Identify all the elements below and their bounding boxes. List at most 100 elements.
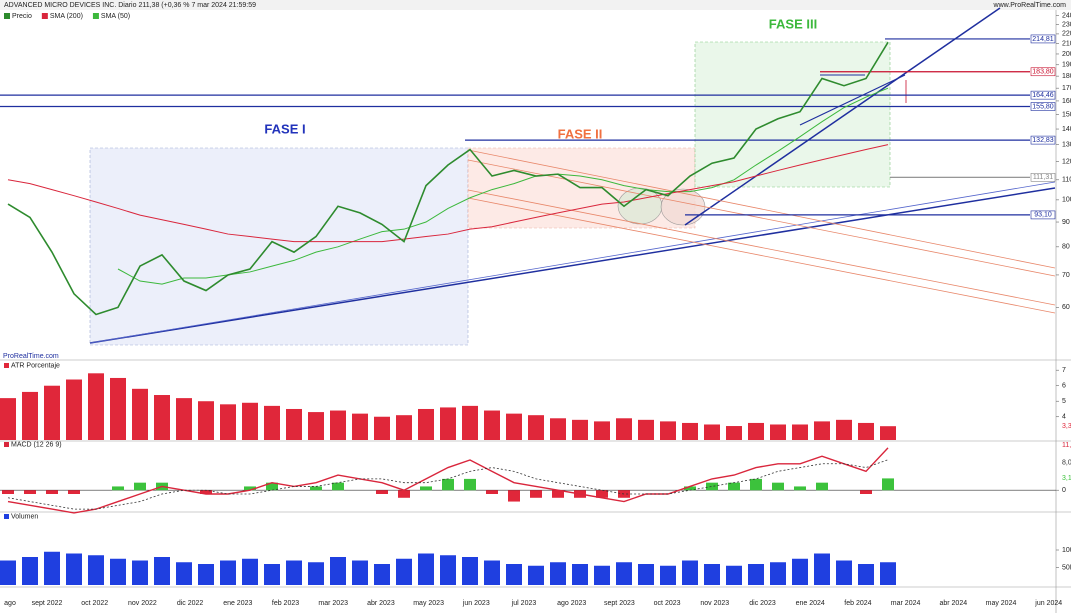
bar — [484, 560, 500, 585]
y-tick-label: 150 — [1062, 111, 1071, 118]
bar — [440, 407, 456, 440]
panel-title: Volumen — [11, 513, 38, 520]
legend-swatch — [92, 13, 99, 19]
y-tick-label: 100M — [1062, 547, 1071, 554]
level-label-box — [1030, 67, 1056, 77]
histogram-bar — [684, 486, 696, 491]
channel-line — [467, 189, 1056, 306]
bar — [550, 418, 566, 440]
y-tick-label: 130 — [1062, 141, 1071, 148]
bar — [418, 553, 434, 585]
bar — [286, 408, 302, 440]
x-tick-label: jun 2024 — [1034, 600, 1062, 607]
bar — [506, 413, 522, 440]
y-tick-label: 100 — [1062, 197, 1071, 204]
bar — [594, 421, 610, 440]
bar — [0, 560, 16, 585]
level-label-box — [1030, 135, 1056, 145]
histogram-bar — [552, 490, 564, 498]
bar — [374, 416, 390, 440]
macd-line — [7, 447, 889, 514]
histogram-bar — [24, 490, 36, 494]
bar — [836, 560, 852, 585]
annotation: FASE III — [769, 16, 817, 31]
macd-line — [7, 459, 889, 510]
bar — [66, 553, 82, 585]
bar — [0, 398, 16, 440]
y-tick-label: 60 — [1062, 304, 1070, 311]
histogram-bar — [2, 490, 14, 494]
x-tick-label: abr 2023 — [367, 600, 395, 607]
bar — [572, 564, 588, 585]
bar — [858, 422, 874, 440]
histogram-bar — [420, 486, 432, 491]
y-tick-label: 70 — [1062, 272, 1070, 279]
annotation: FASE I — [264, 121, 305, 136]
y-tick-label: 160 — [1062, 98, 1071, 105]
level-label: 155,80 — [1032, 103, 1054, 110]
bar — [880, 562, 896, 585]
bar — [726, 426, 742, 440]
y-tick-label: 120 — [1062, 158, 1071, 165]
histogram-bar — [772, 482, 784, 491]
bar — [88, 373, 104, 440]
level-label: 214,81 — [1032, 36, 1054, 43]
bar — [242, 402, 258, 440]
histogram-bar — [310, 486, 322, 491]
bar — [792, 424, 808, 440]
x-tick-label: dic 2023 — [749, 600, 776, 607]
histogram-bar — [486, 490, 498, 494]
legend-label: Precio — [12, 13, 32, 20]
source: www.ProRealTime.com — [993, 2, 1067, 9]
bar — [132, 388, 148, 440]
header-bar — [0, 0, 1071, 10]
histogram-bar — [816, 482, 828, 491]
bar — [528, 415, 544, 440]
x-tick-label: jun 2023 — [462, 600, 490, 607]
bar — [44, 551, 60, 585]
y-tick-label: 7 — [1062, 367, 1066, 374]
x-tick-label: nov 2023 — [700, 600, 729, 607]
y-tick-label: 210 — [1062, 41, 1071, 48]
histogram-bar — [508, 490, 520, 502]
x-tick-label: ene 2023 — [223, 600, 252, 607]
channel-line — [467, 197, 1056, 314]
last-value-label: 8,07 — [1062, 460, 1071, 467]
bar — [220, 560, 236, 585]
bar — [660, 565, 676, 585]
bar — [638, 564, 654, 585]
level-label-box — [1030, 34, 1056, 44]
bar — [176, 398, 192, 440]
watermark: ProRealTime.com — [3, 353, 59, 360]
legend-label: SMA (200) — [50, 13, 83, 20]
bar — [506, 564, 522, 585]
y-tick-label: 220 — [1062, 31, 1071, 38]
bar — [814, 553, 830, 585]
last-value-label: 3,13 — [1062, 475, 1071, 482]
histogram-bar — [68, 490, 80, 494]
bar — [330, 410, 346, 440]
y-tick-label: 190 — [1062, 62, 1071, 69]
bar — [682, 422, 698, 440]
bar — [704, 564, 720, 585]
bar — [550, 562, 566, 585]
x-tick-label: abr 2024 — [939, 600, 967, 607]
bar — [770, 562, 786, 585]
panel-legend-swatch — [4, 363, 9, 368]
channel-line — [467, 149, 1056, 269]
bar — [176, 562, 192, 585]
chart-title: ADVANCED MICRO DEVICES INC. Diario 211,3… — [4, 2, 256, 9]
bar — [792, 558, 808, 585]
x-tick-label: jul 2023 — [511, 600, 537, 607]
y-tick-label: 140 — [1062, 126, 1071, 133]
legend-label: SMA (50) — [101, 13, 130, 20]
bar — [374, 564, 390, 585]
x-tick-label: feb 2024 — [844, 600, 871, 607]
bar — [352, 560, 368, 585]
y-tick-label: 5 — [1062, 398, 1066, 405]
bar — [528, 565, 544, 585]
y-tick-label: 80 — [1062, 244, 1070, 251]
bar — [330, 557, 346, 585]
x-tick-label: dic 2022 — [177, 600, 204, 607]
bar — [704, 424, 720, 440]
